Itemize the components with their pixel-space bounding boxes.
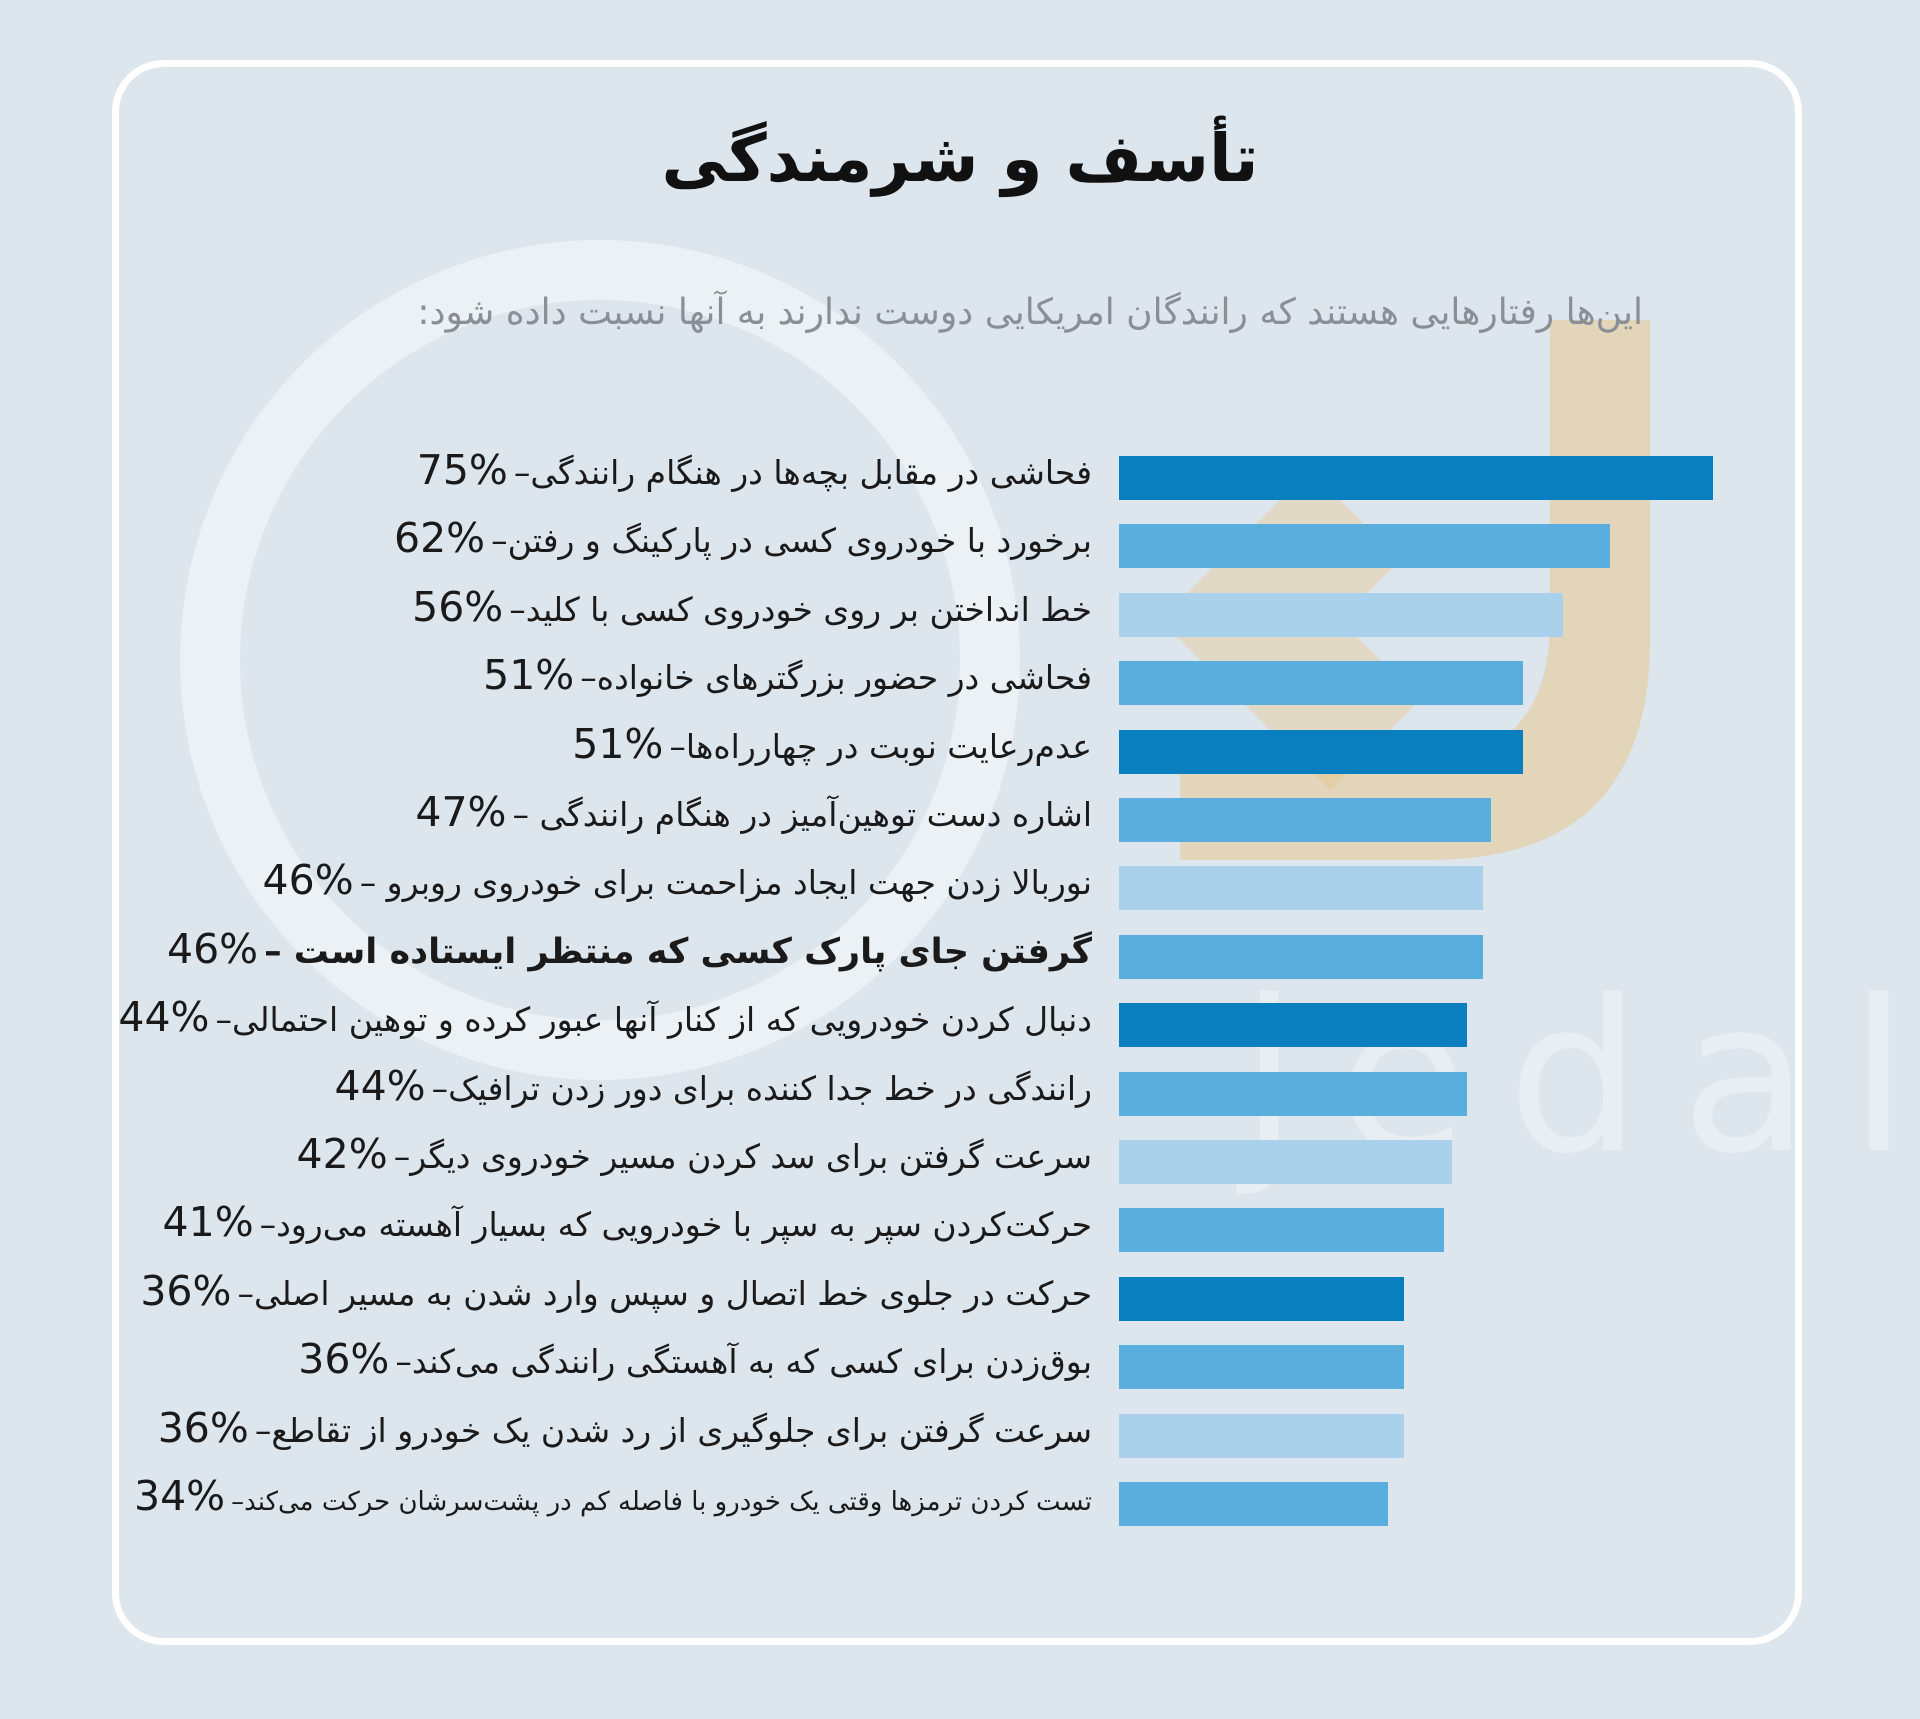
chart-subtitle: این‌ها رفتارهایی هستند که رانندگان امریک… (417, 292, 1643, 333)
category-label: عدم‌رعایت نوبت در چهارراه‌ها–51% (92, 722, 1092, 766)
category-label: برخورد با خودروی کسی در پارکینگ و رفتن–6… (92, 516, 1092, 560)
value-label: 36% (157, 1404, 249, 1452)
category-label: خط انداختن بر روی خودروی کسی با کلید–56% (92, 585, 1092, 629)
bar (1119, 524, 1610, 568)
value-label: 36% (140, 1267, 232, 1315)
category-label: رانندگی در خط جدا کننده برای دور زدن ترا… (92, 1064, 1092, 1108)
category-label: اشاره دست توهین‌آمیز در هنگام رانندگی –4… (92, 790, 1092, 834)
category-label: نوربالا زدن جهت ایجاد مزاحمت برای خودروی… (92, 858, 1092, 902)
value-label: 46% (166, 925, 259, 973)
chart-title: تأسف و شرمندگی (661, 120, 1259, 197)
category-text: سرعت گرفتن برای سد کردن مسیر خودروی دیگر… (393, 1137, 1092, 1176)
bar (1119, 1072, 1467, 1116)
category-text: بوق‌زدن برای کسی که به آهستگی رانندگی می… (395, 1342, 1092, 1381)
category-text: دنبال کردن خودرویی که از کنار آنها عبور … (215, 1000, 1093, 1039)
value-label: 56% (412, 583, 504, 631)
category-label: حرکت در جلوی خط اتصال و سپس وارد شدن به … (92, 1269, 1092, 1313)
bar (1119, 456, 1713, 500)
value-label: 44% (118, 993, 210, 1041)
category-label: فحاشی در مقابل بچه‌ها در هنگام رانندگی–7… (92, 448, 1092, 492)
category-text: رانندگی در خط جدا کننده برای دور زدن ترا… (431, 1069, 1092, 1108)
bar (1119, 1482, 1388, 1526)
category-text: گرفتن جای پارک کسی که منتظر ایستاده است … (264, 932, 1092, 972)
bar (1119, 1003, 1467, 1047)
bar (1119, 593, 1563, 637)
bar (1119, 1345, 1404, 1389)
bar (1119, 730, 1523, 774)
bar (1119, 661, 1523, 705)
category-text: خط انداختن بر روی خودروی کسی با کلید– (509, 590, 1092, 629)
value-label: 75% (416, 446, 508, 494)
value-label: 36% (298, 1335, 390, 1383)
category-label: تست کردن ترمزها وقتی یک خودرو با فاصله ک… (92, 1474, 1092, 1518)
value-label: 62% (394, 514, 486, 562)
category-label: سرعت گرفتن برای سد کردن مسیر خودروی دیگر… (92, 1132, 1092, 1176)
category-text: حرکت در جلوی خط اتصال و سپس وارد شدن به … (237, 1274, 1092, 1313)
category-label: حرکت‌کردن سپر به سپر با خودرویی که بسیار… (92, 1200, 1092, 1244)
bar (1119, 1140, 1452, 1184)
bar (1119, 1414, 1404, 1458)
bar (1119, 866, 1483, 910)
category-text: اشاره دست توهین‌آمیز در هنگام رانندگی – (512, 795, 1093, 834)
category-text: حرکت‌کردن سپر به سپر با خودرویی که بسیار… (259, 1205, 1092, 1244)
bar (1119, 798, 1491, 842)
value-label: 51% (483, 651, 575, 699)
category-text: برخورد با خودروی کسی در پارکینگ و رفتن– (491, 521, 1092, 560)
category-label: فحاشی در حضور بزرگترهای خانواده–51% (92, 653, 1092, 697)
category-label: دنبال کردن خودرویی که از کنار آنها عبور … (92, 995, 1092, 1039)
bar (1119, 1277, 1404, 1321)
value-label: 34% (134, 1472, 226, 1520)
value-label: 46% (262, 856, 354, 904)
bar (1119, 1208, 1444, 1252)
category-text: سرعت گرفتن برای جلوگیری از رد شدن یک خود… (254, 1411, 1092, 1450)
category-text: نوربالا زدن جهت ایجاد مزاحمت برای خودروی… (359, 863, 1092, 902)
card-frame (112, 60, 1802, 1645)
bar (1119, 935, 1483, 979)
value-label: 47% (415, 788, 507, 836)
category-text: عدم‌رعایت نوبت در چهارراه‌ها– (669, 727, 1092, 766)
category-text: فحاشی در حضور بزرگترهای خانواده– (580, 658, 1092, 697)
value-label: 44% (334, 1062, 426, 1110)
category-label: گرفتن جای پارک کسی که منتظر ایستاده است … (92, 925, 1092, 973)
value-label: 42% (296, 1130, 388, 1178)
value-label: 51% (572, 720, 664, 768)
category-text: تست کردن ترمزها وقتی یک خودرو با فاصله ک… (231, 1487, 1092, 1517)
category-label: بوق‌زدن برای کسی که به آهستگی رانندگی می… (92, 1337, 1092, 1381)
value-label: 41% (162, 1198, 254, 1246)
category-text: فحاشی در مقابل بچه‌ها در هنگام رانندگی– (513, 453, 1092, 492)
category-label: سرعت گرفتن برای جلوگیری از رد شدن یک خود… (92, 1406, 1092, 1450)
